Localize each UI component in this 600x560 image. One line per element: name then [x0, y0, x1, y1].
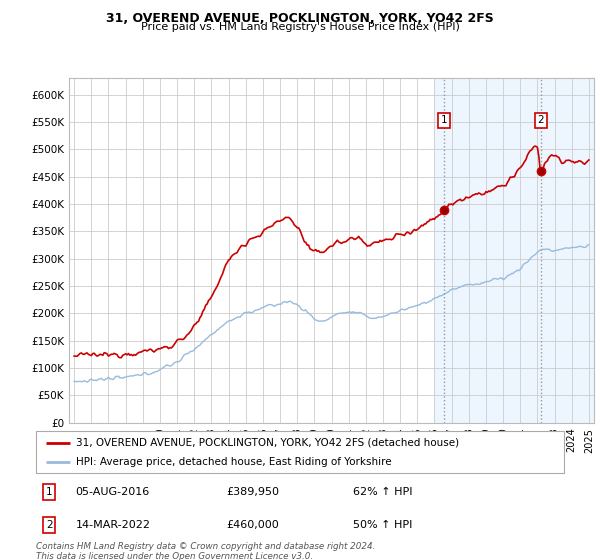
Text: HPI: Average price, detached house, East Riding of Yorkshire: HPI: Average price, detached house, East…: [76, 457, 391, 467]
Text: 05-AUG-2016: 05-AUG-2016: [76, 487, 150, 497]
Text: 14-MAR-2022: 14-MAR-2022: [76, 520, 151, 530]
Text: £460,000: £460,000: [226, 520, 279, 530]
Text: 2: 2: [46, 520, 53, 530]
Text: 2: 2: [538, 115, 544, 125]
Text: Price paid vs. HM Land Registry's House Price Index (HPI): Price paid vs. HM Land Registry's House …: [140, 22, 460, 32]
Text: 31, OVEREND AVENUE, POCKLINGTON, YORK, YO42 2FS: 31, OVEREND AVENUE, POCKLINGTON, YORK, Y…: [106, 12, 494, 25]
Text: 1: 1: [46, 487, 53, 497]
Bar: [434, 78, 594, 423]
Text: 50% ↑ HPI: 50% ↑ HPI: [353, 520, 412, 530]
Text: Contains HM Land Registry data © Crown copyright and database right 2024.
This d: Contains HM Land Registry data © Crown c…: [36, 542, 376, 560]
Text: 1: 1: [441, 115, 448, 125]
Text: £389,950: £389,950: [226, 487, 279, 497]
Text: 62% ↑ HPI: 62% ↑ HPI: [353, 487, 412, 497]
Text: 31, OVEREND AVENUE, POCKLINGTON, YORK, YO42 2FS (detached house): 31, OVEREND AVENUE, POCKLINGTON, YORK, Y…: [76, 437, 459, 447]
